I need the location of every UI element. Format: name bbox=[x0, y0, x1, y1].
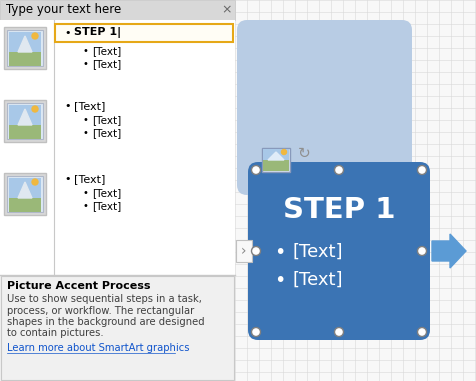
FancyBboxPatch shape bbox=[9, 52, 41, 66]
Circle shape bbox=[281, 149, 287, 155]
Circle shape bbox=[417, 247, 426, 256]
Circle shape bbox=[417, 165, 426, 174]
Text: [Text]: [Text] bbox=[292, 271, 343, 289]
Text: •: • bbox=[64, 174, 70, 184]
Text: to contain pictures.: to contain pictures. bbox=[7, 328, 104, 338]
FancyBboxPatch shape bbox=[262, 148, 290, 172]
Text: [Text]: [Text] bbox=[92, 115, 121, 125]
FancyBboxPatch shape bbox=[7, 176, 43, 212]
Circle shape bbox=[251, 165, 260, 174]
Text: •: • bbox=[274, 271, 286, 290]
Polygon shape bbox=[18, 182, 32, 198]
Circle shape bbox=[32, 33, 38, 39]
Circle shape bbox=[335, 165, 344, 174]
Text: ×: × bbox=[222, 3, 232, 16]
Polygon shape bbox=[432, 234, 466, 268]
Text: process, or workflow. The rectangular: process, or workflow. The rectangular bbox=[7, 306, 194, 315]
FancyBboxPatch shape bbox=[9, 105, 41, 125]
FancyBboxPatch shape bbox=[248, 162, 430, 340]
Text: •: • bbox=[82, 201, 88, 211]
FancyBboxPatch shape bbox=[263, 149, 289, 161]
Text: [Text]: [Text] bbox=[92, 188, 121, 198]
FancyBboxPatch shape bbox=[55, 24, 233, 42]
Text: •: • bbox=[64, 28, 70, 38]
Text: ›: › bbox=[240, 244, 246, 258]
Text: STEP 1: STEP 1 bbox=[283, 196, 395, 224]
Circle shape bbox=[251, 328, 260, 336]
FancyBboxPatch shape bbox=[4, 27, 46, 69]
FancyBboxPatch shape bbox=[7, 30, 43, 66]
Circle shape bbox=[335, 328, 344, 336]
Text: STEP 1|: STEP 1| bbox=[74, 27, 121, 38]
Polygon shape bbox=[268, 152, 284, 160]
Text: ↻: ↻ bbox=[298, 146, 310, 160]
Text: •: • bbox=[82, 188, 88, 198]
Circle shape bbox=[32, 106, 38, 112]
FancyBboxPatch shape bbox=[4, 173, 46, 215]
Text: [Text]: [Text] bbox=[92, 201, 121, 211]
FancyBboxPatch shape bbox=[0, 275, 235, 381]
Text: [Text]: [Text] bbox=[292, 243, 343, 261]
Polygon shape bbox=[18, 36, 32, 52]
Text: [Text]: [Text] bbox=[92, 128, 121, 138]
FancyBboxPatch shape bbox=[235, 0, 476, 381]
Text: Picture Accent Process: Picture Accent Process bbox=[7, 281, 150, 291]
Text: •: • bbox=[82, 59, 88, 69]
Text: •: • bbox=[274, 242, 286, 261]
Text: •: • bbox=[82, 115, 88, 125]
Text: [Text]: [Text] bbox=[92, 59, 121, 69]
Text: [Text]: [Text] bbox=[74, 174, 105, 184]
FancyBboxPatch shape bbox=[9, 198, 41, 212]
FancyBboxPatch shape bbox=[263, 160, 289, 171]
Text: Learn more about SmartArt graphics: Learn more about SmartArt graphics bbox=[7, 343, 189, 353]
FancyBboxPatch shape bbox=[9, 125, 41, 139]
Text: Type your text here: Type your text here bbox=[6, 3, 121, 16]
FancyBboxPatch shape bbox=[4, 100, 46, 142]
FancyBboxPatch shape bbox=[9, 178, 41, 198]
Text: •: • bbox=[64, 101, 70, 111]
Circle shape bbox=[32, 179, 38, 185]
Circle shape bbox=[417, 328, 426, 336]
FancyBboxPatch shape bbox=[0, 0, 235, 381]
Text: shapes in the background are designed: shapes in the background are designed bbox=[7, 317, 205, 327]
Text: •: • bbox=[82, 46, 88, 56]
FancyBboxPatch shape bbox=[0, 20, 235, 275]
Polygon shape bbox=[18, 109, 32, 125]
FancyBboxPatch shape bbox=[237, 20, 412, 195]
Text: [Text]: [Text] bbox=[92, 46, 121, 56]
Text: [Text]: [Text] bbox=[74, 101, 105, 111]
Text: Use to show sequential steps in a task,: Use to show sequential steps in a task, bbox=[7, 294, 202, 304]
FancyBboxPatch shape bbox=[9, 32, 41, 52]
Text: •: • bbox=[82, 128, 88, 138]
FancyBboxPatch shape bbox=[236, 240, 252, 262]
FancyBboxPatch shape bbox=[0, 0, 235, 20]
Circle shape bbox=[251, 247, 260, 256]
FancyBboxPatch shape bbox=[7, 103, 43, 139]
